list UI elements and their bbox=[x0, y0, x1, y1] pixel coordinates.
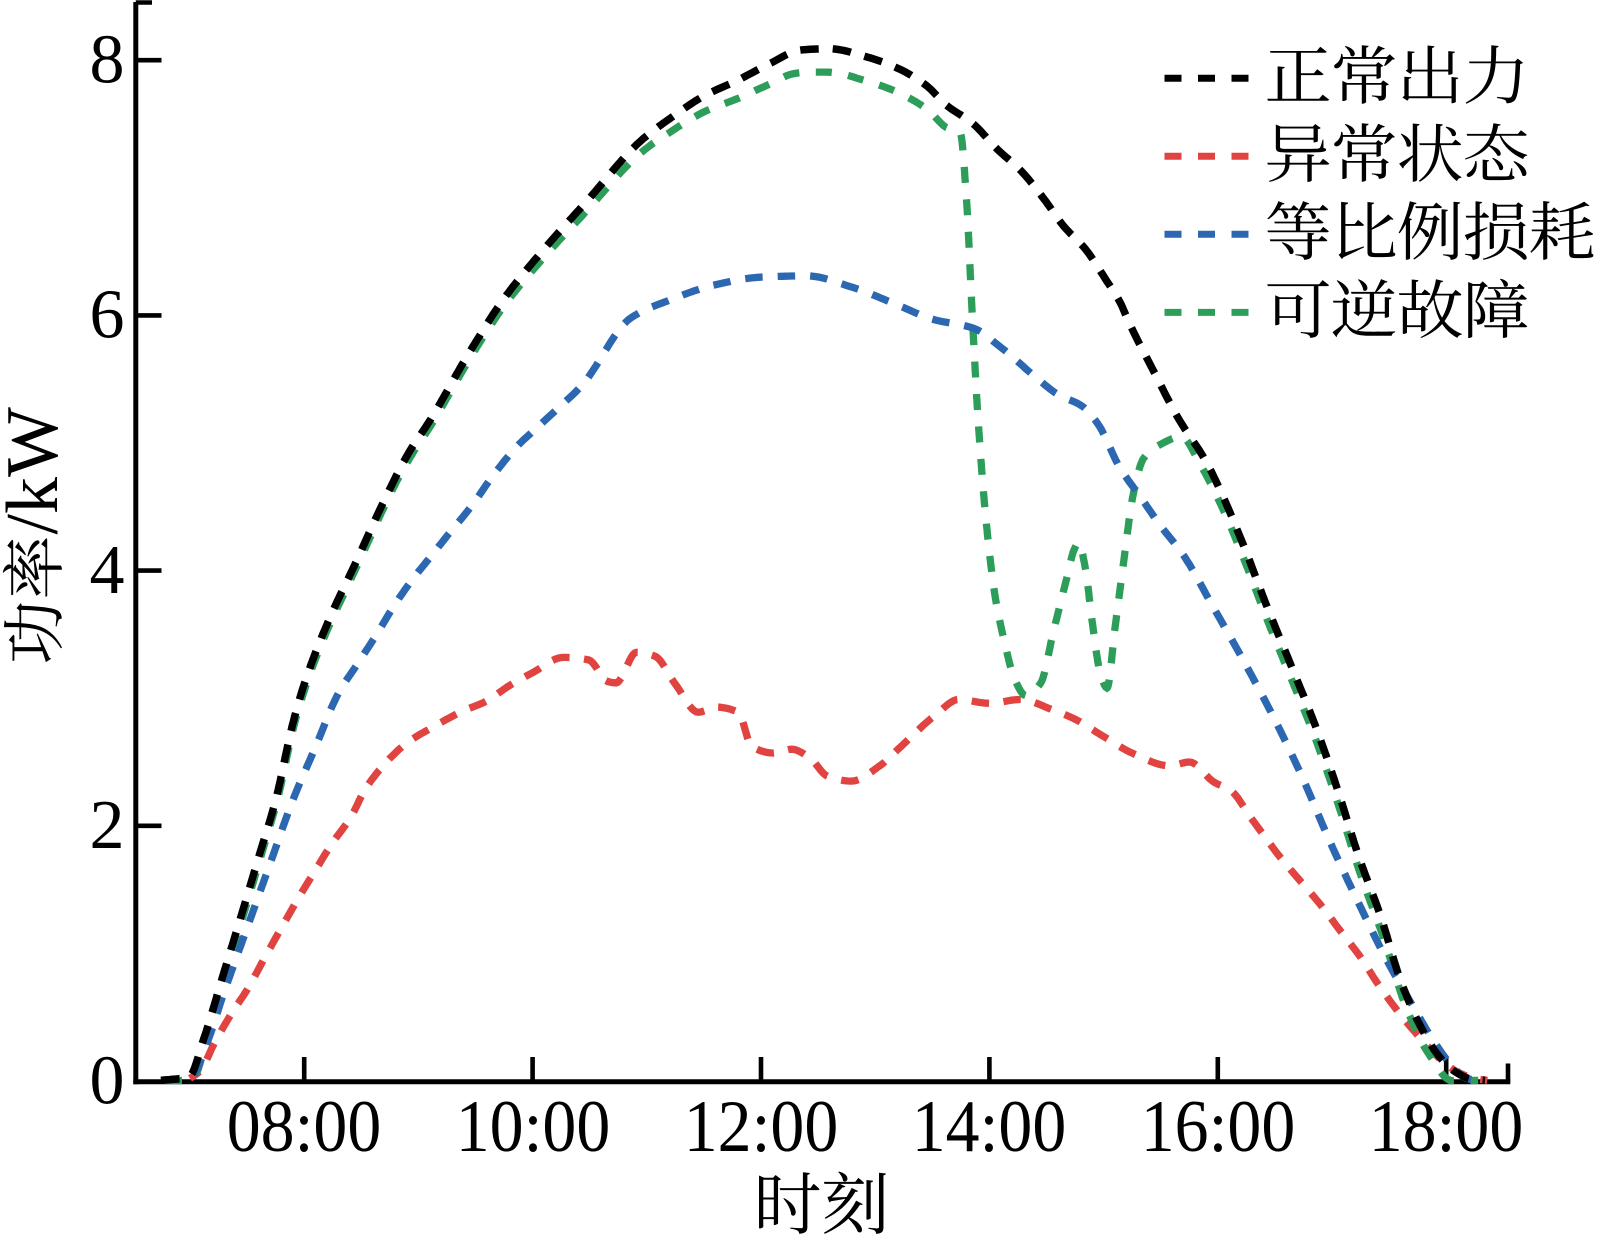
svg-text:2: 2 bbox=[90, 787, 125, 864]
svg-text:18:00: 18:00 bbox=[1369, 1086, 1524, 1168]
svg-text:6: 6 bbox=[90, 277, 125, 354]
svg-text:16:00: 16:00 bbox=[1141, 1086, 1296, 1168]
svg-text:12:00: 12:00 bbox=[684, 1086, 839, 1168]
svg-text:08:00: 08:00 bbox=[227, 1086, 382, 1168]
svg-text:8: 8 bbox=[90, 22, 125, 99]
svg-text:0: 0 bbox=[90, 1042, 125, 1119]
svg-text:10:00: 10:00 bbox=[456, 1086, 611, 1168]
svg-text:4: 4 bbox=[90, 532, 125, 609]
svg-text:14:00: 14:00 bbox=[912, 1086, 1067, 1168]
svg-text:/kW: /kW bbox=[0, 407, 74, 535]
